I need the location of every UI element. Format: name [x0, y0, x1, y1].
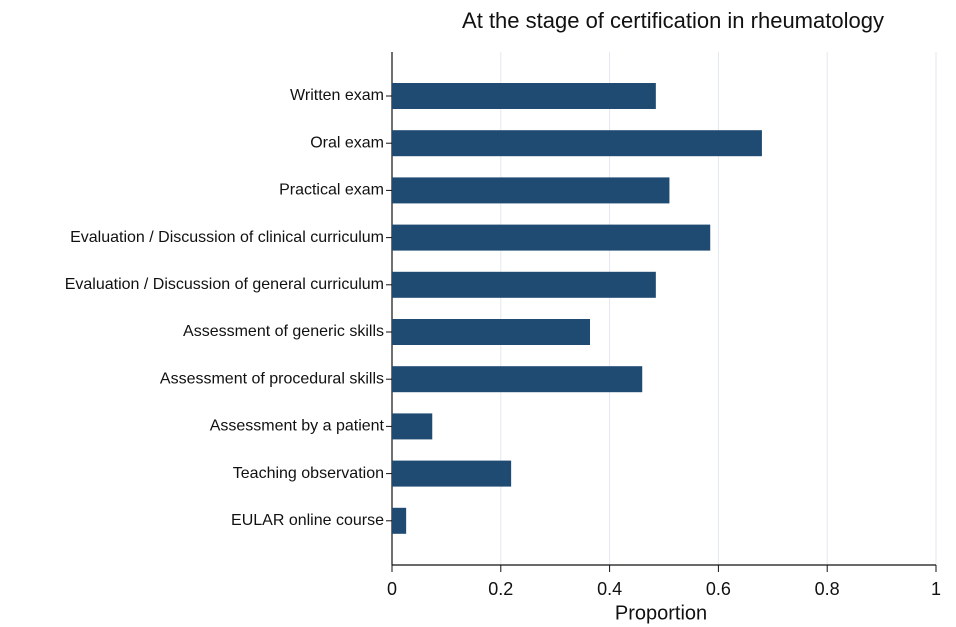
- y-tick-label: Assessment of procedural skills: [160, 370, 384, 387]
- x-tick-label: 1: [931, 579, 941, 599]
- x-tick-label: 0.8: [815, 579, 840, 599]
- bar: [392, 271, 656, 298]
- x-tick-label: 0.4: [597, 579, 622, 599]
- y-tick-label: Oral exam: [310, 134, 384, 151]
- y-tick-label: Written exam: [290, 87, 384, 104]
- bar: [392, 177, 670, 204]
- y-tick-label: Evaluation / Discussion of general curri…: [65, 276, 384, 293]
- y-tick-label: Evaluation / Discussion of clinical curr…: [70, 229, 384, 246]
- x-axis-label: Proportion: [615, 602, 707, 624]
- bar: [392, 319, 591, 345]
- y-tick-label: Assessment by a patient: [210, 418, 385, 435]
- bar: [392, 130, 762, 157]
- x-tick-label: 0.6: [706, 579, 731, 599]
- y-tick-label: Assessment of generic skills: [183, 323, 384, 340]
- bar: [392, 507, 407, 534]
- bar: [392, 224, 711, 251]
- y-tick-label: Practical exam: [279, 182, 384, 199]
- bar: [392, 413, 433, 440]
- bar: [392, 366, 643, 393]
- x-tick-label: 0.2: [488, 579, 513, 599]
- x-tick-label: 0: [387, 579, 397, 599]
- y-tick-label: Teaching observation: [233, 465, 384, 482]
- chart-title: At the stage of certification in rheumat…: [462, 8, 884, 33]
- y-tick-label: EULAR online course: [231, 512, 384, 529]
- bar: [392, 460, 512, 487]
- bar: [392, 83, 656, 109]
